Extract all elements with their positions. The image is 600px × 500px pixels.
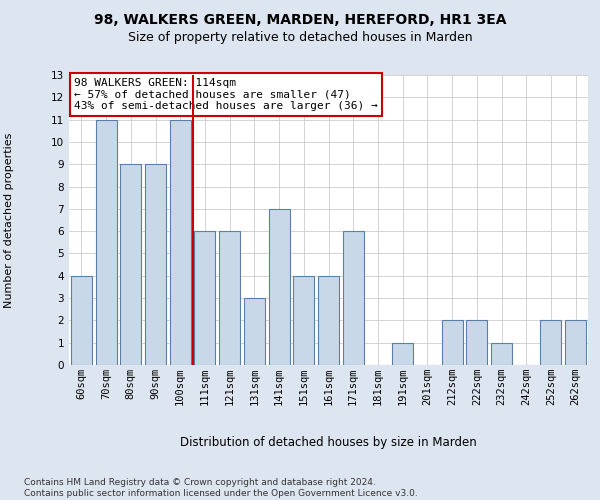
Bar	[95, 120, 116, 365]
Bar	[565, 320, 586, 365]
Bar	[244, 298, 265, 365]
Text: Size of property relative to detached houses in Marden: Size of property relative to detached ho…	[128, 31, 472, 44]
Bar	[541, 320, 562, 365]
Bar	[145, 164, 166, 365]
Bar	[170, 120, 191, 365]
Bar	[219, 231, 240, 365]
Text: Distribution of detached houses by size in Marden: Distribution of detached houses by size …	[180, 436, 477, 449]
Bar	[269, 209, 290, 365]
Text: Number of detached properties: Number of detached properties	[4, 132, 14, 308]
Bar	[71, 276, 92, 365]
Bar	[392, 342, 413, 365]
Bar	[491, 342, 512, 365]
Bar	[466, 320, 487, 365]
Text: Contains HM Land Registry data © Crown copyright and database right 2024.
Contai: Contains HM Land Registry data © Crown c…	[24, 478, 418, 498]
Bar	[343, 231, 364, 365]
Bar	[442, 320, 463, 365]
Bar	[318, 276, 339, 365]
Bar	[293, 276, 314, 365]
Text: 98 WALKERS GREEN: 114sqm
← 57% of detached houses are smaller (47)
43% of semi-d: 98 WALKERS GREEN: 114sqm ← 57% of detach…	[74, 78, 378, 111]
Bar	[194, 231, 215, 365]
Bar	[120, 164, 141, 365]
Text: 98, WALKERS GREEN, MARDEN, HEREFORD, HR1 3EA: 98, WALKERS GREEN, MARDEN, HEREFORD, HR1…	[94, 12, 506, 26]
